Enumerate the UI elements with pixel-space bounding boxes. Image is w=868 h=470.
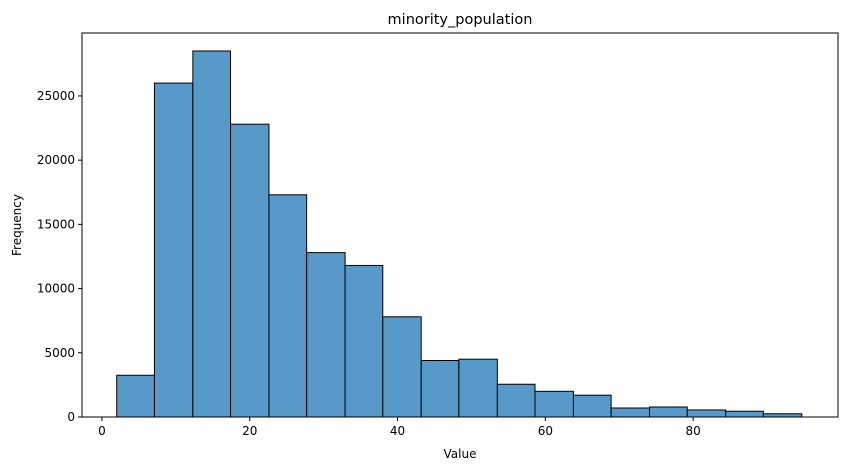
histogram-bar	[420, 359, 460, 418]
histogram-bar	[382, 316, 422, 418]
histogram-bar	[610, 407, 651, 418]
histogram-bar	[572, 394, 612, 418]
histogram-bar	[306, 252, 346, 418]
x-tick-label: 40	[390, 424, 405, 438]
bars-group	[116, 50, 803, 418]
histogram-bar	[458, 358, 498, 418]
x-tick-label: 20	[242, 424, 257, 438]
y-tick-label: 0	[67, 410, 75, 424]
y-tick-label: 10000	[37, 282, 75, 296]
chart-title: minority_population	[388, 12, 533, 28]
histogram-bar	[268, 194, 308, 418]
y-tick-label: 5000	[44, 346, 75, 360]
x-tick-label: 60	[538, 424, 553, 438]
x-axis-label: Value	[444, 447, 477, 461]
histogram-bar	[534, 390, 574, 418]
histogram-bar	[192, 50, 232, 418]
histogram-bar	[230, 123, 270, 418]
y-axis-label: Frequency	[10, 194, 24, 256]
histogram-bar	[344, 264, 384, 418]
histogram-bar	[496, 383, 536, 418]
y-tick-label: 25000	[37, 89, 75, 103]
x-tick-label: 0	[98, 424, 106, 438]
histogram-bar	[686, 409, 727, 418]
histogram-bar	[649, 406, 688, 418]
y-tick-label: 20000	[37, 153, 75, 167]
histogram-bar	[116, 374, 155, 418]
x-tick-label: 80	[686, 424, 701, 438]
y-tick-label: 15000	[37, 217, 75, 231]
plot-frame	[81, 32, 839, 418]
x-axis-ticks: 0 20 40 60 80	[98, 417, 701, 438]
histogram-bar	[153, 82, 194, 418]
y-axis-ticks: 0 5000 10000 15000 20000 25000	[37, 89, 82, 424]
histogram-bar	[725, 410, 764, 418]
